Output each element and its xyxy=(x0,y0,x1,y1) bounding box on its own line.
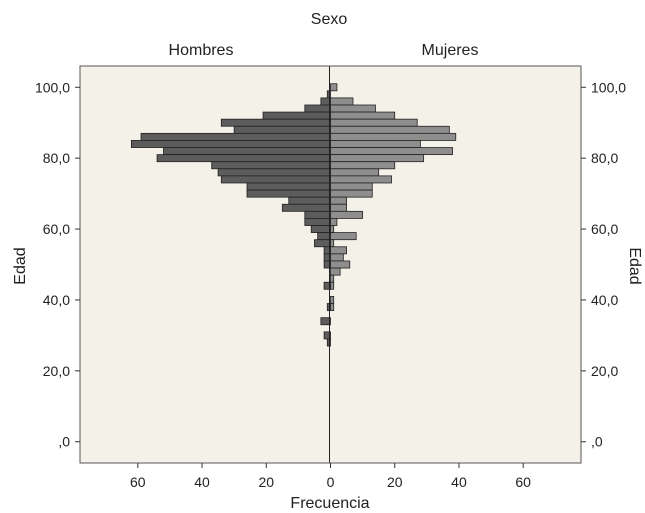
bar-hombres-82 xyxy=(163,147,331,156)
bar-mujeres-86 xyxy=(330,132,457,141)
bar-mujeres-48 xyxy=(330,267,341,276)
chart-title: Sexo xyxy=(311,11,348,28)
bar-hombres-94 xyxy=(304,104,331,113)
bar-hombres-90 xyxy=(220,118,331,127)
bar-hombres-98 xyxy=(326,90,331,99)
x-ticks-group: 60 40 20 0 20 40 60 xyxy=(130,463,531,490)
y-tick-label-right: 100,0 xyxy=(591,79,626,95)
y-tick-label-left: 40,0 xyxy=(43,292,70,308)
bar-hombres-68 xyxy=(288,196,331,205)
y-tick-label-right: 80,0 xyxy=(591,150,618,166)
bar-hombres-28 xyxy=(326,338,331,347)
bar-mujeres-84 xyxy=(330,140,421,148)
x-tick-label: 20 xyxy=(258,474,274,490)
bar-mujeres-68 xyxy=(330,196,347,205)
bar-hombres-58 xyxy=(317,232,331,241)
bar-hombres-60 xyxy=(310,225,331,233)
y-tick-label-left: ,0 xyxy=(58,434,70,450)
bar-mujeres-46 xyxy=(330,274,335,283)
y-tick-label-left: 100,0 xyxy=(35,79,70,95)
bar-mujeres-64 xyxy=(330,210,364,219)
bar-mujeres-66 xyxy=(330,203,347,212)
bar-mujeres-62 xyxy=(330,218,338,226)
y-tick-label-left: 20,0 xyxy=(43,363,70,379)
bar-mujeres-78 xyxy=(330,161,396,170)
y-axis-title-left: Edad xyxy=(12,247,29,284)
bar-mujeres-54 xyxy=(330,246,347,255)
bar-hombres-86 xyxy=(140,132,331,141)
bar-mujeres-70 xyxy=(330,189,373,198)
x-tick-label: 0 xyxy=(327,474,335,490)
bar-hombres-64 xyxy=(304,210,331,219)
x-axis-title: Frecuencia xyxy=(290,495,369,512)
bar-hombres-80 xyxy=(156,154,331,163)
bar-mujeres-40 xyxy=(330,296,335,304)
bar-mujeres-52 xyxy=(330,253,344,262)
y-tick-label-right: 40,0 xyxy=(591,292,618,308)
x-tick-label: 40 xyxy=(451,474,467,490)
bar-mujeres-76 xyxy=(330,168,380,177)
bar-hombres-88 xyxy=(233,125,331,134)
bar-mujeres-72 xyxy=(330,182,373,191)
x-tick-label: 60 xyxy=(515,474,531,490)
bar-mujeres-92 xyxy=(330,111,396,120)
bar-mujeres-74 xyxy=(330,175,392,184)
bar-mujeres-90 xyxy=(330,118,418,127)
bar-hombres-74 xyxy=(220,175,331,184)
bar-hombres-92 xyxy=(262,111,331,120)
bar-hombres-72 xyxy=(246,182,331,191)
y-axis-title-right: Edad xyxy=(626,247,643,284)
bar-hombres-66 xyxy=(281,203,331,212)
bar-hombres-78 xyxy=(211,161,331,170)
panel-label-hombres: Hombres xyxy=(169,42,234,59)
x-tick-label: 40 xyxy=(194,474,210,490)
bar-mujeres-96 xyxy=(330,97,354,106)
bar-mujeres-50 xyxy=(330,260,351,269)
y-tick-label-left: 60,0 xyxy=(43,221,70,237)
bar-mujeres-80 xyxy=(330,154,425,163)
y-tick-label-right: ,0 xyxy=(591,434,603,450)
bar-mujeres-82 xyxy=(330,147,453,156)
bar-mujeres-60 xyxy=(330,225,335,233)
bar-mujeres-88 xyxy=(330,125,450,134)
bars-group xyxy=(130,83,457,347)
y-tick-label-right: 60,0 xyxy=(591,221,618,237)
bar-mujeres-100 xyxy=(330,83,338,92)
bar-mujeres-94 xyxy=(330,104,376,113)
bar-hombres-34 xyxy=(320,317,331,326)
bar-hombres-84 xyxy=(130,140,331,148)
bar-hombres-76 xyxy=(217,168,331,177)
bar-hombres-56 xyxy=(314,239,331,248)
y-tick-label-left: 80,0 xyxy=(43,150,70,166)
x-tick-label: 60 xyxy=(130,474,146,490)
y-ticks-group: ,0 ,0 20,0 20,0 40,0 40,0 60,0 60,0 80,0 80,0 100,… xyxy=(35,79,626,449)
x-tick-label: 20 xyxy=(387,474,403,490)
bar-hombres-62 xyxy=(304,218,331,226)
bar-mujeres-44 xyxy=(330,281,335,290)
bar-mujeres-38 xyxy=(330,303,335,311)
panel-label-mujeres: Mujeres xyxy=(422,42,479,59)
bar-hombres-70 xyxy=(246,189,331,198)
y-tick-label-right: 20,0 xyxy=(591,363,618,379)
bar-hombres-38 xyxy=(326,303,331,311)
bar-mujeres-58 xyxy=(330,232,357,241)
bar-mujeres-56 xyxy=(330,239,335,248)
